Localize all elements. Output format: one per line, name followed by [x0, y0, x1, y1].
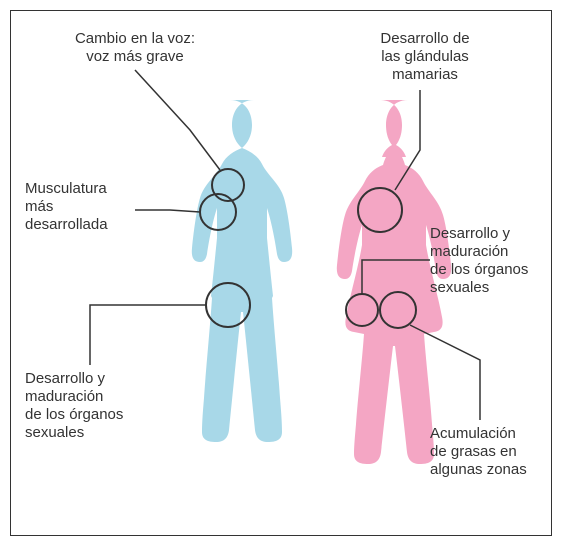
diagram-container: Cambio en la voz: voz más grave Musculat…	[0, 0, 562, 546]
leader-voice	[135, 70, 220, 170]
label-repro-f: Desarrollo y maduración de los órganos s…	[430, 225, 560, 297]
leader-muscle	[135, 210, 200, 212]
label-repro-m: Desarrollo y maduración de los órganos s…	[25, 370, 155, 442]
label-muscle: Musculatura más desarrollada	[25, 180, 135, 234]
label-mammary: Desarrollo de las glándulas mamarias	[360, 30, 490, 84]
label-fat: Acumulación de grasas en algunas zonas	[430, 425, 560, 479]
leader-repro-m	[90, 305, 206, 365]
label-voice: Cambio en la voz: voz más grave	[60, 30, 210, 66]
